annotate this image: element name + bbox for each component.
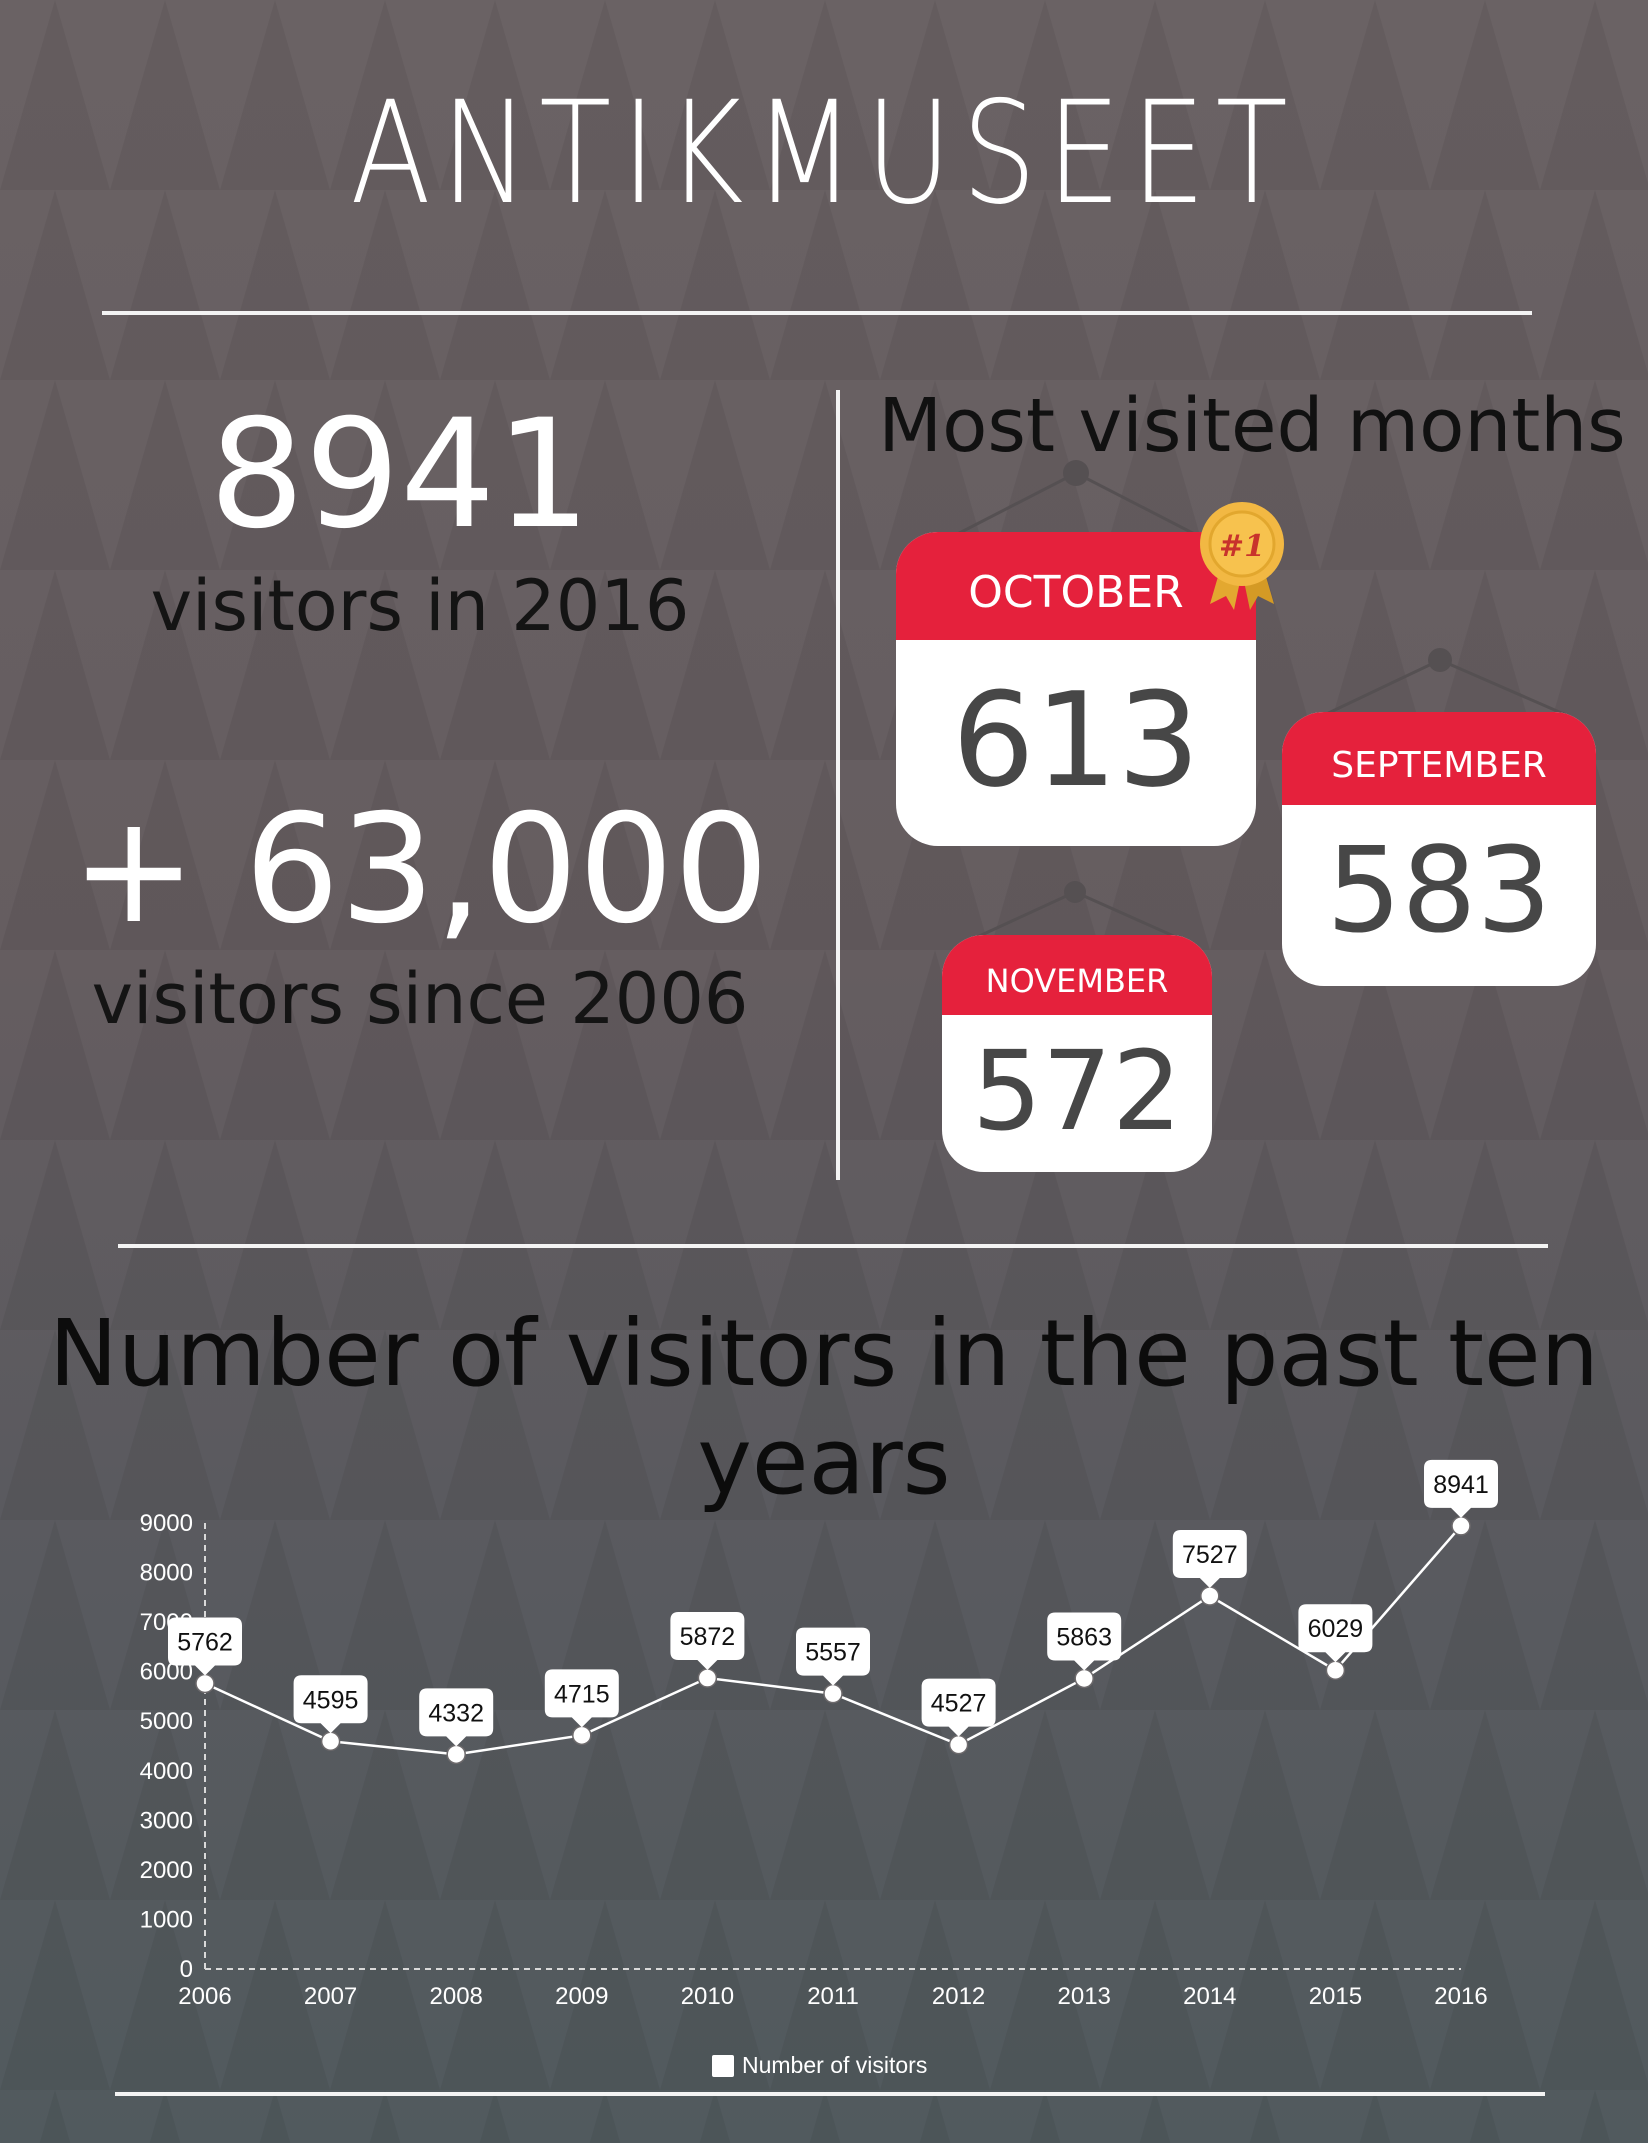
- visitors-2016-count: 8941: [209, 388, 591, 562]
- data-label: 8941: [1433, 1471, 1489, 1499]
- data-point: [1451, 1516, 1471, 1536]
- data-point: [1325, 1660, 1346, 1680]
- calendar-month-november: NOVEMBER: [942, 935, 1212, 1015]
- data-label-bubble: [1047, 1612, 1122, 1671]
- data-label: 4715: [554, 1680, 610, 1708]
- data-label: 5557: [805, 1639, 861, 1667]
- y-tick-label: 2000: [140, 1857, 193, 1884]
- y-tick-label: 8000: [140, 1560, 193, 1587]
- data-label-bubble: [670, 1612, 745, 1671]
- x-tick-label: 2016: [1434, 1983, 1487, 2010]
- rosette-label: #1: [1219, 529, 1265, 564]
- data-point: [195, 1673, 215, 1694]
- data-label: 7527: [1182, 1541, 1238, 1569]
- data-label-bubble: [1172, 1529, 1247, 1588]
- calendar-month-september: SEPTEMBER: [1282, 712, 1596, 805]
- calendar-hanger-september: [1317, 648, 1574, 720]
- visitors-total-count: + 63,000: [70, 783, 770, 957]
- chart-legend: Number of visitors: [712, 2052, 927, 2079]
- calendar-card-november: NOVEMBER 572: [942, 935, 1212, 1172]
- x-tick-label: 2012: [932, 1983, 985, 2010]
- legend-label: Number of visitors: [742, 2052, 928, 2078]
- calendar-count-october: 613: [951, 664, 1201, 816]
- museum-logo: ANTIKMUSEET: [350, 70, 1298, 236]
- x-tick-label: 2015: [1309, 1983, 1362, 2010]
- data-point: [948, 1734, 969, 1755]
- x-tick-label: 2014: [1183, 1983, 1236, 2010]
- chart-title: Number of visitors in the past ten years: [49, 1300, 1599, 1515]
- x-tick-label: 2013: [1058, 1983, 1111, 2010]
- data-label: 4332: [428, 1699, 484, 1727]
- middle-divider: [118, 1244, 1548, 1248]
- x-tick-label: 2009: [555, 1983, 608, 2010]
- calendar-card-october: OCTOBER 613: [896, 532, 1256, 846]
- calendar-hanger-october: [939, 460, 1213, 545]
- data-label: 5872: [680, 1623, 736, 1651]
- y-tick-label: 0: [180, 1956, 193, 1983]
- stats-vertical-divider: [836, 390, 840, 1180]
- y-tick-label: 3000: [140, 1807, 193, 1834]
- top-divider: [102, 311, 1532, 315]
- data-label-bubble: [544, 1669, 619, 1728]
- visitors-total-label: visitors since 2006: [91, 958, 749, 1040]
- calendar-hanger-november: [974, 881, 1179, 940]
- data-point: [697, 1668, 718, 1688]
- data-point: [1200, 1586, 1220, 1606]
- data-label-bubble: [796, 1627, 870, 1686]
- x-tick-label: 2011: [807, 1983, 859, 2010]
- data-point: [446, 1744, 466, 1765]
- data-label-bubble: [419, 1688, 494, 1747]
- data-label: 5863: [1056, 1623, 1112, 1651]
- x-tick-label: 2007: [304, 1983, 357, 2010]
- most-visited-months-title: Most visited months: [878, 383, 1626, 469]
- bottom-divider: [115, 2092, 1545, 2096]
- data-label: 6029: [1308, 1615, 1364, 1643]
- calendar-count-september: 583: [1326, 821, 1552, 959]
- data-point: [572, 1725, 592, 1746]
- calendar-month-october: OCTOBER: [896, 532, 1256, 640]
- y-tick-label: 4000: [140, 1758, 193, 1785]
- x-tick-label: 2006: [178, 1983, 231, 2010]
- data-label-bubble: [293, 1675, 368, 1734]
- x-tick-label: 2010: [681, 1983, 734, 2010]
- data-label: 4527: [931, 1690, 987, 1718]
- y-tick-label: 9000: [140, 1510, 193, 1537]
- x-tick-label: 2008: [430, 1983, 483, 2010]
- data-label: 4595: [303, 1686, 359, 1714]
- calendar-count-november: 572: [972, 1027, 1182, 1155]
- y-tick-label: 1000: [140, 1906, 193, 1933]
- legend-swatch: [712, 2054, 734, 2077]
- y-tick-label: 5000: [140, 1708, 193, 1735]
- first-place-rosette-icon: #1: [1200, 502, 1284, 610]
- calendar-card-september: SEPTEMBER 583: [1282, 712, 1596, 986]
- visitors-2016-label: visitors in 2016: [150, 565, 690, 647]
- data-label-bubble: [1298, 1604, 1373, 1663]
- data-point: [1074, 1668, 1094, 1689]
- data-label-bubble: [1424, 1459, 1498, 1518]
- data-label-bubble: [921, 1678, 996, 1737]
- data-label-bubble: [168, 1617, 242, 1676]
- data-point: [320, 1731, 341, 1752]
- data-label: 5762: [177, 1628, 233, 1656]
- data-point: [823, 1683, 843, 1704]
